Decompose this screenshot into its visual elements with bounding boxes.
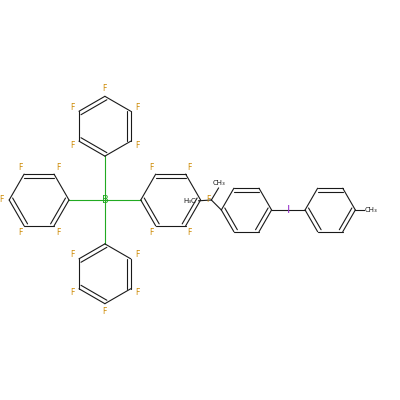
Text: F: F xyxy=(103,84,107,93)
Text: F: F xyxy=(150,228,154,237)
Text: F: F xyxy=(188,163,192,172)
Text: F: F xyxy=(18,228,22,237)
Text: F: F xyxy=(136,250,140,259)
Text: F: F xyxy=(136,141,140,150)
Text: F: F xyxy=(70,288,74,297)
Text: H₃C: H₃C xyxy=(184,198,197,204)
Text: F: F xyxy=(103,307,107,316)
Text: F: F xyxy=(70,250,74,259)
Text: F: F xyxy=(56,228,60,237)
Text: F: F xyxy=(136,288,140,297)
Text: F: F xyxy=(136,103,140,112)
Text: F: F xyxy=(18,163,22,172)
Text: F: F xyxy=(70,103,74,112)
Text: F: F xyxy=(150,163,154,172)
Text: F: F xyxy=(0,196,3,204)
Text: F: F xyxy=(70,141,74,150)
Text: F: F xyxy=(206,196,211,204)
Text: F: F xyxy=(188,228,192,237)
Text: CH₃: CH₃ xyxy=(364,207,377,213)
Text: B: B xyxy=(102,195,108,205)
Text: CH₃: CH₃ xyxy=(212,180,225,186)
Text: I: I xyxy=(287,205,290,215)
Text: F: F xyxy=(56,163,60,172)
